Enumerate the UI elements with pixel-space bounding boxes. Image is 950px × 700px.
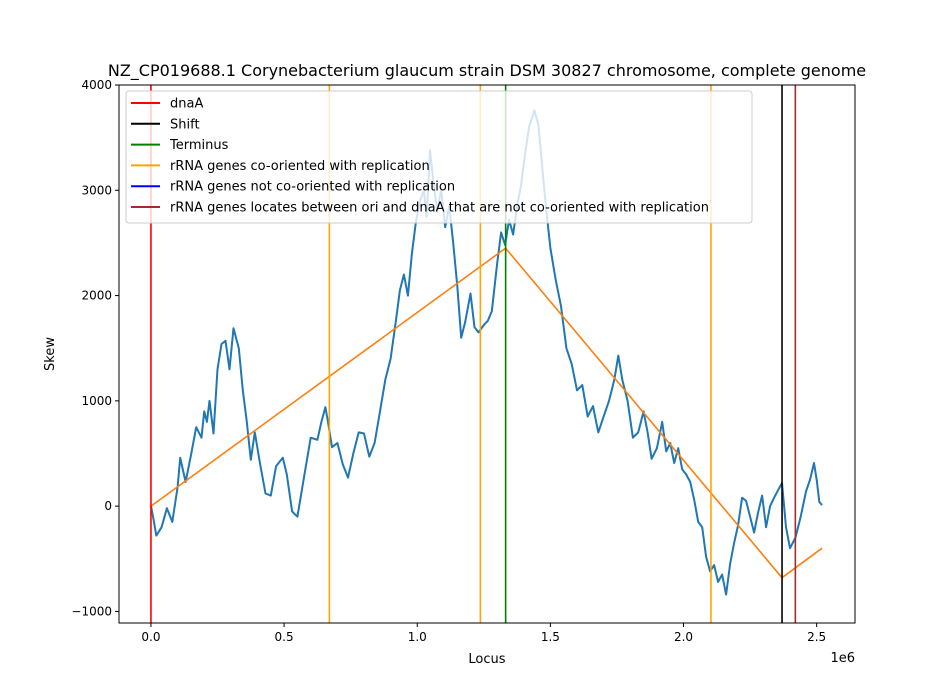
x-tick-label: 2.5 (807, 630, 826, 644)
chart-title: NZ_CP019688.1 Corynebacterium glaucum st… (108, 61, 866, 81)
y-axis-label: Skew (43, 337, 58, 371)
series-line-2 (150, 247, 823, 579)
x-tick-label: 2.0 (674, 630, 693, 644)
x-axis-offset-label: 1e6 (830, 651, 855, 666)
y-tick-label: 2000 (81, 289, 112, 303)
legend-label: Shift (170, 117, 200, 132)
y-tick-label: 4000 (81, 78, 112, 92)
legend: dnaA Shift Terminus rRNA genes co-oriented … (125, 90, 753, 224)
y-tick-label: 3000 (81, 183, 112, 197)
y-tick-label: 0 (104, 499, 112, 513)
legend-label: dnaA (170, 97, 203, 112)
y-axis: −1000 0 1000 2000 3000 4000 (71, 78, 119, 618)
y-tick-label: −1000 (71, 604, 112, 618)
legend-label: rRNA genes not co-oriented with replicat… (170, 180, 455, 195)
x-tick-label: 0.5 (275, 630, 294, 644)
legend-box (125, 90, 753, 224)
x-axis-label: Locus (468, 652, 505, 667)
x-axis: 0.0 0.5 1.0 1.5 2.0 2.5 (141, 623, 826, 644)
legend-label: Terminus (169, 138, 229, 153)
y-tick-label: 1000 (81, 394, 112, 408)
x-tick-label: 1.0 (408, 630, 427, 644)
plot-frame (118, 84, 856, 624)
legend-label: rRNA genes co-oriented with replication (170, 159, 430, 174)
series-line-1 (150, 109, 823, 596)
legend-label: rRNA genes locates between ori and dnaA … (170, 201, 709, 216)
x-tick-label: 0.0 (141, 630, 160, 644)
x-tick-label: 1.5 (541, 630, 560, 644)
